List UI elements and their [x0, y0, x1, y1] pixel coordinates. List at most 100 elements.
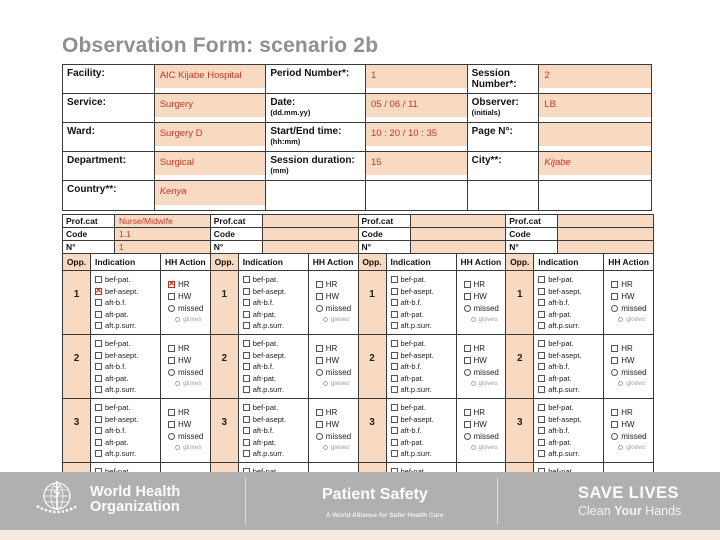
indication-checkbox[interactable]: ✕ [95, 286, 102, 295]
indication-checkbox[interactable] [538, 374, 546, 382]
action-checkbox[interactable] [611, 356, 619, 364]
action-checkbox[interactable] [315, 280, 323, 288]
action-checkbox[interactable] [463, 292, 471, 300]
gloves-radio[interactable] [175, 444, 180, 450]
missed-radio[interactable] [168, 304, 175, 312]
indication-checkbox[interactable] [95, 427, 102, 435]
indication-checkbox[interactable] [95, 299, 102, 307]
action-checkbox[interactable]: ✕ [168, 279, 175, 288]
gloves-radio[interactable] [470, 444, 476, 450]
missed-radio[interactable] [168, 368, 175, 376]
action-checkbox[interactable] [611, 344, 619, 352]
indication-checkbox[interactable] [242, 374, 250, 382]
indication-checkbox[interactable] [95, 404, 102, 412]
action-checkbox[interactable] [463, 420, 471, 428]
gloves-radio[interactable] [618, 380, 624, 386]
indication-checkbox[interactable] [242, 287, 250, 295]
indication-checkbox[interactable] [95, 363, 102, 371]
indication-checkbox[interactable] [390, 386, 398, 394]
gloves-radio[interactable] [470, 380, 476, 386]
gloves-radio[interactable] [470, 316, 476, 322]
indication-checkbox[interactable] [242, 415, 250, 423]
action-checkbox[interactable] [315, 356, 323, 364]
indication-checkbox[interactable] [538, 299, 546, 307]
indication-checkbox[interactable] [390, 287, 398, 295]
indication-checkbox[interactable] [95, 415, 102, 423]
indication-checkbox[interactable] [390, 351, 398, 359]
gloves-radio[interactable] [322, 316, 328, 322]
action-checkbox[interactable] [168, 344, 175, 352]
indication-checkbox[interactable] [242, 427, 250, 435]
indication-checkbox[interactable] [538, 404, 546, 412]
indication-checkbox[interactable] [95, 450, 102, 458]
missed-radio[interactable] [463, 304, 471, 312]
action-checkbox[interactable] [463, 408, 471, 416]
indication-checkbox[interactable] [95, 386, 102, 394]
indication-checkbox[interactable] [538, 310, 546, 318]
indication-checkbox[interactable] [242, 340, 250, 348]
missed-radio[interactable] [315, 304, 323, 312]
indication-checkbox[interactable] [95, 322, 102, 330]
missed-radio[interactable] [463, 432, 471, 440]
indication-checkbox[interactable] [95, 340, 102, 348]
action-checkbox[interactable] [463, 344, 471, 352]
indication-checkbox[interactable] [390, 415, 398, 423]
indication-checkbox[interactable] [242, 310, 250, 318]
gloves-radio[interactable] [618, 444, 624, 450]
indication-checkbox[interactable] [95, 276, 102, 284]
action-checkbox[interactable] [168, 420, 175, 428]
gloves-radio[interactable] [175, 316, 180, 322]
action-checkbox[interactable] [611, 408, 619, 416]
indication-checkbox[interactable] [538, 450, 546, 458]
action-checkbox[interactable] [168, 408, 175, 416]
action-checkbox[interactable] [611, 292, 619, 300]
indication-checkbox[interactable] [390, 276, 398, 284]
indication-checkbox[interactable] [242, 386, 250, 394]
indication-checkbox[interactable] [242, 363, 250, 371]
indication-checkbox[interactable] [390, 427, 398, 435]
action-checkbox[interactable] [611, 420, 619, 428]
missed-radio[interactable] [611, 304, 619, 312]
indication-checkbox[interactable] [242, 438, 250, 446]
indication-checkbox[interactable] [390, 374, 398, 382]
indication-checkbox[interactable] [390, 404, 398, 412]
missed-radio[interactable] [611, 368, 619, 376]
indication-checkbox[interactable] [538, 427, 546, 435]
indication-checkbox[interactable] [242, 450, 250, 458]
indication-checkbox[interactable] [95, 438, 102, 446]
gloves-radio[interactable] [618, 316, 624, 322]
indication-checkbox[interactable] [538, 438, 546, 446]
indication-checkbox[interactable] [242, 299, 250, 307]
indication-checkbox[interactable] [538, 276, 546, 284]
indication-checkbox[interactable] [390, 310, 398, 318]
gloves-radio[interactable] [322, 380, 328, 386]
action-checkbox[interactable] [463, 280, 471, 288]
indication-checkbox[interactable] [242, 404, 250, 412]
missed-radio[interactable] [315, 368, 323, 376]
missed-radio[interactable] [168, 432, 175, 440]
indication-checkbox[interactable] [95, 374, 102, 382]
action-checkbox[interactable] [611, 280, 619, 288]
missed-radio[interactable] [611, 432, 619, 440]
action-checkbox[interactable] [315, 292, 323, 300]
gloves-radio[interactable] [175, 380, 180, 386]
missed-radio[interactable] [463, 368, 471, 376]
indication-checkbox[interactable] [242, 351, 250, 359]
action-checkbox[interactable] [463, 356, 471, 364]
indication-checkbox[interactable] [538, 351, 546, 359]
indication-checkbox[interactable] [538, 363, 546, 371]
indication-checkbox[interactable] [95, 310, 102, 318]
action-checkbox[interactable] [168, 292, 175, 300]
indication-checkbox[interactable] [538, 340, 546, 348]
action-checkbox[interactable] [168, 356, 175, 364]
indication-checkbox[interactable] [242, 276, 250, 284]
indication-checkbox[interactable] [390, 363, 398, 371]
indication-checkbox[interactable] [390, 438, 398, 446]
action-checkbox[interactable] [315, 344, 323, 352]
indication-checkbox[interactable] [538, 322, 546, 330]
missed-radio[interactable] [315, 432, 323, 440]
gloves-radio[interactable] [322, 444, 328, 450]
action-checkbox[interactable] [315, 408, 323, 416]
indication-checkbox[interactable] [95, 351, 102, 359]
indication-checkbox[interactable] [538, 386, 546, 394]
